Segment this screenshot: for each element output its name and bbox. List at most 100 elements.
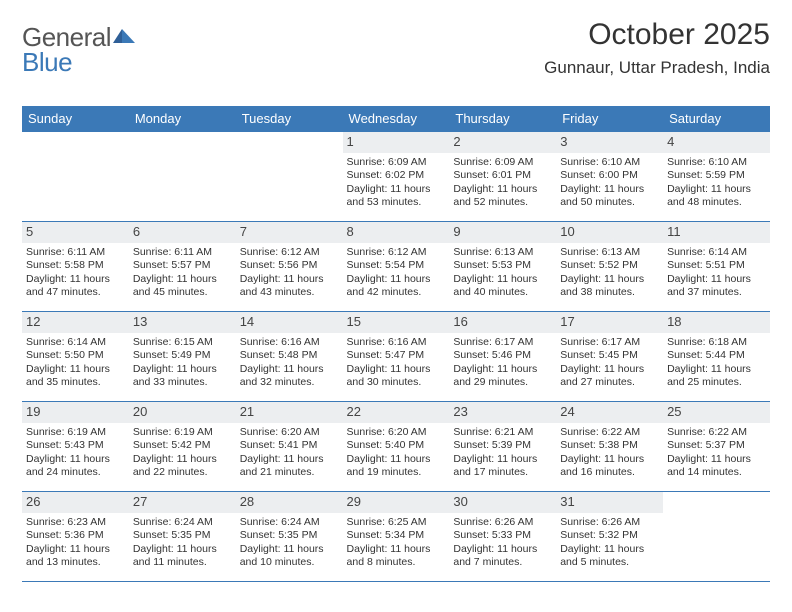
daylight-text: Daylight: 11 hours and 35 minutes.	[26, 363, 125, 390]
daylight-text: Daylight: 11 hours and 38 minutes.	[560, 273, 659, 300]
sunrise-text: Sunrise: 6:25 AM	[347, 516, 446, 529]
sunrise-text: Sunrise: 6:17 AM	[560, 336, 659, 349]
sunrise-text: Sunrise: 6:14 AM	[26, 336, 125, 349]
sunset-text: Sunset: 5:43 PM	[26, 439, 125, 452]
day-number: 13	[129, 312, 236, 333]
day-number: 4	[663, 132, 770, 153]
daylight-text: Daylight: 11 hours and 21 minutes.	[240, 453, 339, 480]
day-number: 1	[343, 132, 450, 153]
daylight-text: Daylight: 11 hours and 48 minutes.	[667, 183, 766, 210]
sunset-text: Sunset: 5:54 PM	[347, 259, 446, 272]
daylight-text: Daylight: 11 hours and 37 minutes.	[667, 273, 766, 300]
sunrise-text: Sunrise: 6:20 AM	[347, 426, 446, 439]
sunrise-text: Sunrise: 6:23 AM	[26, 516, 125, 529]
daylight-text: Daylight: 11 hours and 52 minutes.	[453, 183, 552, 210]
sunrise-text: Sunrise: 6:26 AM	[560, 516, 659, 529]
calendar-day-cell: 25Sunrise: 6:22 AMSunset: 5:37 PMDayligh…	[663, 402, 770, 492]
day-number: 23	[449, 402, 556, 423]
sunrise-text: Sunrise: 6:18 AM	[667, 336, 766, 349]
calendar-day-cell: 29Sunrise: 6:25 AMSunset: 5:34 PMDayligh…	[343, 492, 450, 582]
calendar-day-cell: 16Sunrise: 6:17 AMSunset: 5:46 PMDayligh…	[449, 312, 556, 402]
daylight-text: Daylight: 11 hours and 43 minutes.	[240, 273, 339, 300]
sunset-text: Sunset: 5:41 PM	[240, 439, 339, 452]
sunset-text: Sunset: 5:50 PM	[26, 349, 125, 362]
daylight-text: Daylight: 11 hours and 19 minutes.	[347, 453, 446, 480]
sunrise-text: Sunrise: 6:21 AM	[453, 426, 552, 439]
day-number: 27	[129, 492, 236, 513]
calendar-day-cell: 1Sunrise: 6:09 AMSunset: 6:02 PMDaylight…	[343, 132, 450, 222]
sunset-text: Sunset: 5:35 PM	[133, 529, 232, 542]
calendar-day-cell: 23Sunrise: 6:21 AMSunset: 5:39 PMDayligh…	[449, 402, 556, 492]
weekday-header: Thursday	[449, 106, 556, 132]
daylight-text: Daylight: 11 hours and 10 minutes.	[240, 543, 339, 570]
day-number: 12	[22, 312, 129, 333]
sunrise-text: Sunrise: 6:10 AM	[560, 156, 659, 169]
calendar-week-row: 26Sunrise: 6:23 AMSunset: 5:36 PMDayligh…	[22, 492, 770, 582]
day-number: 20	[129, 402, 236, 423]
daylight-text: Daylight: 11 hours and 42 minutes.	[347, 273, 446, 300]
month-year: October 2025	[544, 18, 770, 52]
calendar-day-cell: 5Sunrise: 6:11 AMSunset: 5:58 PMDaylight…	[22, 222, 129, 312]
weekday-header: Wednesday	[343, 106, 450, 132]
sunrise-text: Sunrise: 6:12 AM	[347, 246, 446, 259]
calendar-day-cell: 4Sunrise: 6:10 AMSunset: 5:59 PMDaylight…	[663, 132, 770, 222]
calendar-day-cell	[22, 132, 129, 222]
day-number: 24	[556, 402, 663, 423]
day-number: 29	[343, 492, 450, 513]
calendar-week-row: 5Sunrise: 6:11 AMSunset: 5:58 PMDaylight…	[22, 222, 770, 312]
weekday-header: Friday	[556, 106, 663, 132]
calendar-day-cell	[129, 132, 236, 222]
daylight-text: Daylight: 11 hours and 33 minutes.	[133, 363, 232, 390]
sunset-text: Sunset: 6:02 PM	[347, 169, 446, 182]
daylight-text: Daylight: 11 hours and 16 minutes.	[560, 453, 659, 480]
day-number: 3	[556, 132, 663, 153]
sunset-text: Sunset: 5:52 PM	[560, 259, 659, 272]
calendar-table: Sunday Monday Tuesday Wednesday Thursday…	[22, 106, 770, 582]
day-number: 25	[663, 402, 770, 423]
sunset-text: Sunset: 5:45 PM	[560, 349, 659, 362]
sunrise-text: Sunrise: 6:10 AM	[667, 156, 766, 169]
day-number: 26	[22, 492, 129, 513]
daylight-text: Daylight: 11 hours and 47 minutes.	[26, 273, 125, 300]
daylight-text: Daylight: 11 hours and 24 minutes.	[26, 453, 125, 480]
sunrise-text: Sunrise: 6:09 AM	[347, 156, 446, 169]
sunset-text: Sunset: 5:49 PM	[133, 349, 232, 362]
daylight-text: Daylight: 11 hours and 5 minutes.	[560, 543, 659, 570]
sunrise-text: Sunrise: 6:14 AM	[667, 246, 766, 259]
sunrise-text: Sunrise: 6:16 AM	[347, 336, 446, 349]
header: General October 2025 Gunnaur, Uttar Prad…	[22, 18, 770, 78]
day-number: 17	[556, 312, 663, 333]
sunset-text: Sunset: 5:46 PM	[453, 349, 552, 362]
calendar-day-cell: 12 Sunrise: 6:14 AMSunset: 5:50 PMDayligh…	[22, 312, 129, 402]
day-number: 7	[236, 222, 343, 243]
location: Gunnaur, Uttar Pradesh, India	[544, 58, 770, 78]
calendar-day-cell: 17Sunrise: 6:17 AMSunset: 5:45 PMDayligh…	[556, 312, 663, 402]
calendar-day-cell: 8 Sunrise: 6:12 AMSunset: 5:54 PMDaylight…	[343, 222, 450, 312]
daylight-text: Daylight: 11 hours and 25 minutes.	[667, 363, 766, 390]
calendar-week-row: 12Sunrise: 6:14 AMSunset: 5:50 PMDayligh…	[22, 312, 770, 402]
day-number: 11	[663, 222, 770, 243]
sunrise-text: Sunrise: 6:26 AM	[453, 516, 552, 529]
sunset-text: Sunset: 5:48 PM	[240, 349, 339, 362]
calendar-day-cell: 6Sunrise: 6:11 AMSunset: 5:57 PMDaylight…	[129, 222, 236, 312]
sunrise-text: Sunrise: 6:22 AM	[667, 426, 766, 439]
calendar-day-cell: 27Sunrise: 6:24 AMSunset: 5:35 PMDayligh…	[129, 492, 236, 582]
logo-mark-icon	[113, 29, 135, 47]
day-number: 8	[343, 222, 450, 243]
weekday-header: Tuesday	[236, 106, 343, 132]
calendar-week-row: 1 Sunrise: 6:09 AMSunset: 6:02 PM Daylight…	[22, 132, 770, 222]
calendar-day-cell	[663, 492, 770, 582]
day-number: 16	[449, 312, 556, 333]
sunrise-text: Sunrise: 6:11 AM	[133, 246, 232, 259]
sunrise-text: Sunrise: 6:19 AM	[133, 426, 232, 439]
daylight-text: Daylight: 11 hours and 8 minutes.	[347, 543, 446, 570]
daylight-text: Daylight: 11 hours and 50 minutes.	[560, 183, 659, 210]
day-number: 10	[556, 222, 663, 243]
daylight-text: Daylight: 11 hours and 7 minutes.	[453, 543, 552, 570]
sunset-text: Sunset: 5:32 PM	[560, 529, 659, 542]
sunrise-text: Sunrise: 6:12 AM	[240, 246, 339, 259]
day-number: 19	[22, 402, 129, 423]
daylight-text: Daylight: 11 hours and 30 minutes.	[347, 363, 446, 390]
sunset-text: Sunset: 5:33 PM	[453, 529, 552, 542]
day-number: 31	[556, 492, 663, 513]
